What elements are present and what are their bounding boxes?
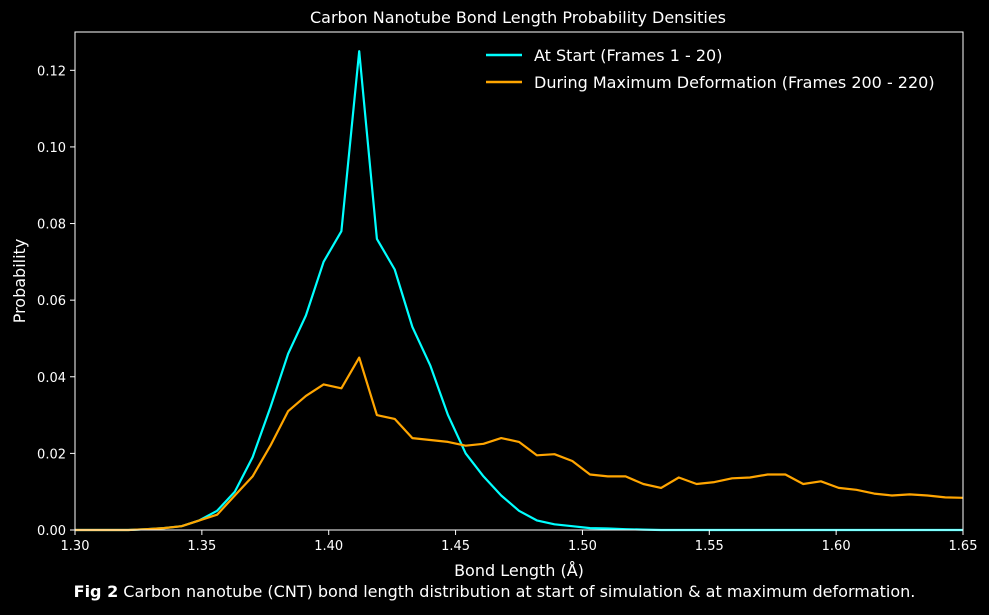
y-axis: 0.00 0.02 0.04 0.06 0.08 0.10 0.12 [37, 64, 75, 539]
y-tick-label: 0.06 [37, 294, 66, 309]
legend: At Start (Frames 1 - 20) During Maximum D… [486, 46, 935, 92]
x-tick-label: 1.45 [441, 539, 470, 554]
x-axis-label: Bond Length (Å) [454, 561, 584, 580]
y-tick-label: 0.04 [37, 371, 66, 386]
x-tick-label: 1.55 [695, 539, 724, 554]
plot-area [75, 50, 964, 532]
y-tick-label: 0.10 [37, 141, 66, 156]
legend-label-1: At Start (Frames 1 - 20) [534, 46, 722, 65]
y-tick-label: 0.08 [37, 218, 66, 233]
x-tick-label: 1.35 [187, 539, 216, 554]
x-axis: 1.30 1.35 1.40 1.45 1.50 1.55 1.60 1.65 [61, 530, 978, 554]
x-tick-label: 1.60 [822, 539, 851, 554]
legend-label-2: During Maximum Deformation (Frames 200 -… [534, 73, 935, 92]
y-tick-label: 0.12 [37, 64, 66, 79]
y-tick-label: 0.02 [37, 447, 66, 462]
caption-label: Fig 2 [73, 582, 119, 601]
series-line-2 [75, 356, 964, 532]
plot-frame [74, 31, 964, 531]
y-tick-label: 0.00 [37, 524, 66, 539]
x-tick-label: 1.30 [61, 539, 90, 554]
series-line-1 [75, 50, 963, 532]
x-tick-label: 1.40 [314, 539, 343, 554]
x-tick-label: 1.50 [568, 539, 597, 554]
chart: Carbon Nanotube Bond Length Probability … [10, 8, 978, 580]
x-tick-label: 1.65 [949, 539, 978, 554]
chart-title: Carbon Nanotube Bond Length Probability … [310, 8, 726, 27]
figure-caption: Fig 2 Carbon nanotube (CNT) bond length … [0, 582, 989, 601]
caption-text: Carbon nanotube (CNT) bond length distri… [118, 582, 916, 601]
y-axis-label: Probability [10, 239, 29, 324]
